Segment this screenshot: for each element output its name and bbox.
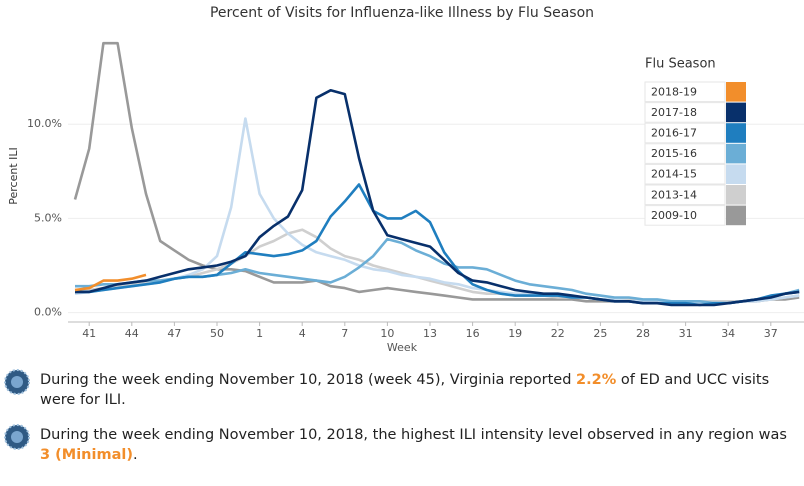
x-tick-label: 37 xyxy=(764,327,778,340)
x-tick-label: 22 xyxy=(551,327,565,340)
x-tick-label: 28 xyxy=(636,327,650,340)
note-text: During the week ending November 10, 2018… xyxy=(40,427,787,443)
x-tick-label: 19 xyxy=(508,327,522,340)
x-tick-label: 7 xyxy=(341,327,348,340)
note-text: During the week ending November 10, 2018… xyxy=(40,372,577,388)
series-line xyxy=(75,183,800,307)
legend-label: 2017-18 xyxy=(651,106,697,119)
legend-label: 2013-14 xyxy=(651,188,697,201)
x-tick-label: 31 xyxy=(679,327,693,340)
chart: Percent of Visits for Influenza-like Ill… xyxy=(7,5,804,354)
legend-label: 2014-15 xyxy=(651,168,697,181)
x-tick-label: 34 xyxy=(721,327,735,340)
x-tick-label: 13 xyxy=(423,327,437,340)
legend-swatch xyxy=(726,143,746,164)
x-tick-label: 16 xyxy=(466,327,480,340)
x-tick-label: 50 xyxy=(210,327,224,340)
y-tick-label: 5.0% xyxy=(34,211,62,224)
legend-swatch xyxy=(726,102,746,123)
virus-icon xyxy=(4,424,30,450)
series-line xyxy=(75,228,800,303)
x-tick-label: 25 xyxy=(593,327,607,340)
legend-swatch xyxy=(726,185,746,205)
legend-row xyxy=(644,102,726,123)
x-tick-label: 10 xyxy=(380,327,394,340)
legend-swatch xyxy=(726,82,746,102)
virus-icon xyxy=(4,369,30,395)
x-tick-label: 1 xyxy=(256,327,263,340)
x-tick-label: 41 xyxy=(82,327,96,340)
note-text: . xyxy=(132,447,138,463)
x-tick-label: 4 xyxy=(299,327,306,340)
x-tick-label: 44 xyxy=(125,327,139,340)
legend-row xyxy=(644,163,726,185)
chart-title: Percent of Visits for Influenza-like Ill… xyxy=(210,5,594,21)
x-axis-label: Week xyxy=(387,341,418,354)
note: During the week ending November 10, 2018… xyxy=(40,425,790,465)
y-tick-label: 0.0% xyxy=(34,306,62,319)
legend-title: Flu Season xyxy=(645,57,716,72)
legend-label: 2016-17 xyxy=(651,127,697,140)
legend-swatch xyxy=(726,164,746,184)
legend-row xyxy=(644,122,726,144)
legend-row xyxy=(644,184,726,206)
legend-swatch xyxy=(726,123,746,143)
note-highlight: 2.2% xyxy=(576,372,617,388)
legend-label: 2018-19 xyxy=(651,85,697,98)
series-line xyxy=(75,89,800,307)
legend-swatch xyxy=(726,205,746,226)
note-text: of ED and UCC visits were for ILI. xyxy=(40,372,770,408)
series-line xyxy=(74,273,147,292)
legend-label: 2009-10 xyxy=(651,209,697,222)
note: During the week ending November 10, 2018… xyxy=(40,370,790,410)
legend-row xyxy=(644,81,726,103)
x-tick-label: 47 xyxy=(167,327,181,340)
y-axis-label: Percent ILI xyxy=(7,147,20,205)
legend-label: 2015-16 xyxy=(651,147,697,160)
legend-row xyxy=(644,205,726,226)
legend-row xyxy=(644,143,726,164)
y-tick-label: 10.0% xyxy=(27,117,62,130)
note-highlight: 3 (Minimal) xyxy=(40,447,133,463)
